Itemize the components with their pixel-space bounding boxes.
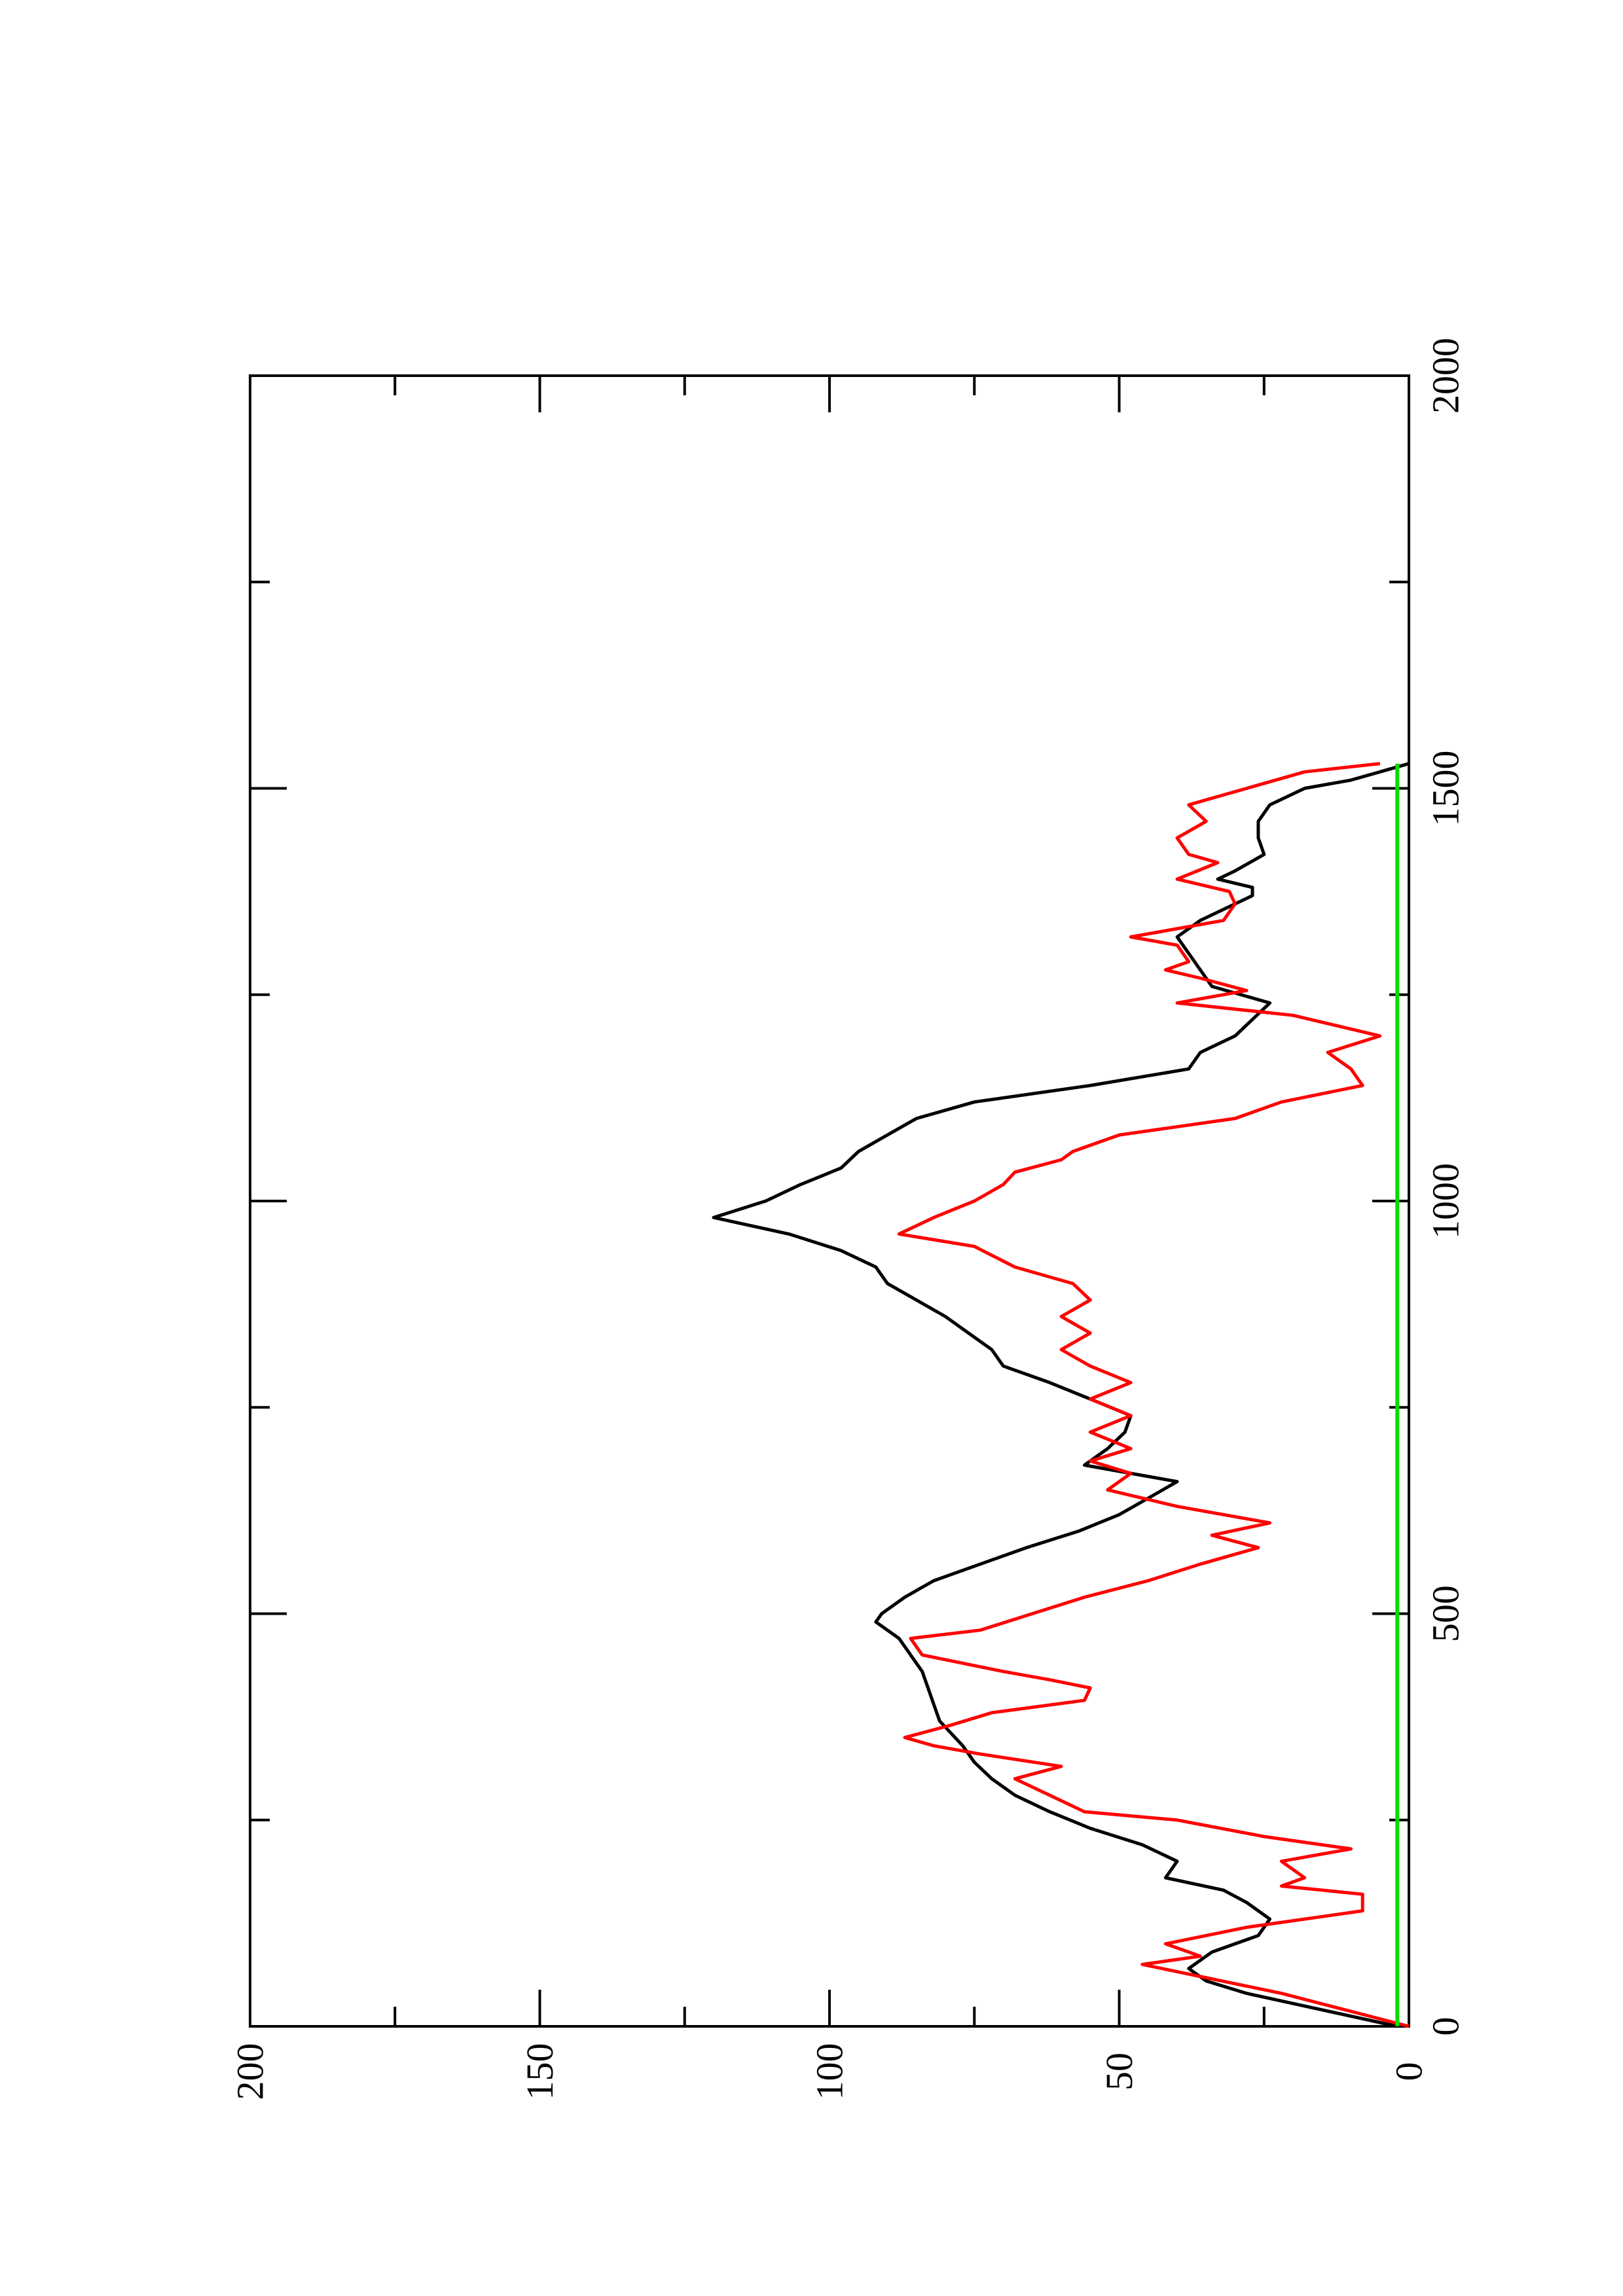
x-tick-label: 1000 [1425, 1163, 1467, 1239]
x-tick-label: 500 [1425, 1585, 1467, 1642]
series-line-2 [897, 762, 1410, 2028]
y-tick-label: 100 [809, 2043, 851, 2100]
y-tick-label: 50 [1098, 2053, 1140, 2090]
x-tick-label: 2000 [1425, 338, 1467, 414]
x-tick-label: 0 [1425, 2017, 1467, 2036]
series-line-1 [712, 762, 1410, 2028]
y-tick-label: 0 [1388, 2062, 1431, 2081]
x-tick-label: 1500 [1425, 751, 1467, 827]
y-tick-label: 200 [229, 2043, 272, 2100]
plot-frame [249, 374, 1410, 2028]
y-tick-label: 150 [519, 2043, 561, 2100]
